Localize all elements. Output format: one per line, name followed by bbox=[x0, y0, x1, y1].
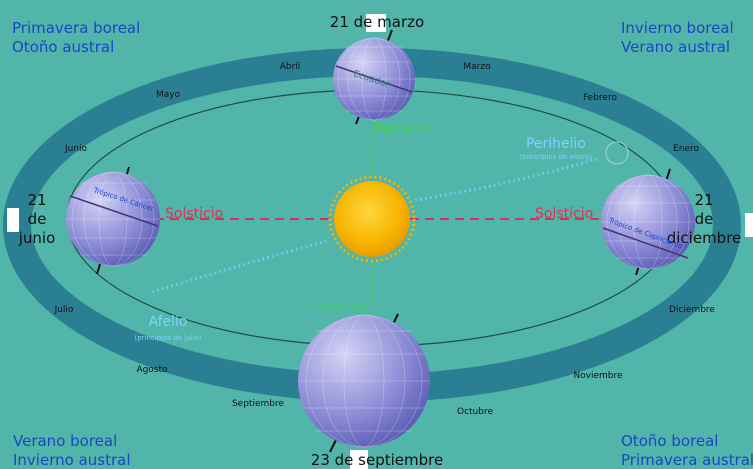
month-diciembre: Diciembre bbox=[669, 305, 715, 315]
september-marker bbox=[350, 450, 368, 469]
month-junio: Junio bbox=[64, 144, 88, 154]
aphelion-sub-label: (principios de julio) bbox=[134, 334, 201, 342]
month-julio: Julio bbox=[54, 305, 74, 315]
earth-march bbox=[333, 29, 415, 125]
month-noviembre: Noviembre bbox=[573, 371, 623, 381]
month-enero: Enero bbox=[673, 144, 699, 154]
solstice-label-left: Solsticio bbox=[165, 206, 223, 222]
month-septiembre: Septiembre bbox=[232, 399, 285, 409]
aphelion-label: Afelio bbox=[149, 314, 188, 330]
earth-june bbox=[66, 166, 160, 275]
sun bbox=[328, 175, 416, 263]
aphelion-arc bbox=[151, 238, 331, 294]
corner-bottom-right-2: Primavera austral bbox=[621, 451, 753, 469]
month-agosto: Agosto bbox=[136, 365, 168, 375]
equinox-label-bottom: Equinoccio bbox=[312, 302, 366, 313]
perihelion-sub-label: (principios de enero) bbox=[520, 153, 593, 161]
date-december-1: 21 bbox=[694, 191, 713, 209]
month-marzo: Marzo bbox=[463, 62, 491, 72]
solstice-label-right: Solsticio bbox=[535, 206, 593, 222]
june-marker bbox=[7, 208, 19, 232]
corner-top-left-2: Otoño austral bbox=[12, 38, 114, 56]
perihelion-marker bbox=[605, 141, 629, 165]
corner-bottom-left-1: Verano boreal bbox=[13, 432, 117, 450]
date-december-2: de bbox=[695, 210, 714, 228]
corner-bottom-right-1: Otoño boreal bbox=[621, 432, 718, 450]
date-june-1: 21 bbox=[27, 191, 46, 209]
perihelion-arc bbox=[414, 156, 601, 202]
month-abril: Abril bbox=[280, 62, 301, 72]
equinox-label-top: Equinoccio bbox=[375, 123, 429, 134]
perihelion-label: Perihelio bbox=[526, 136, 586, 152]
corner-top-left-1: Primavera boreal bbox=[12, 19, 140, 37]
corner-bottom-left-2: Invierno austral bbox=[13, 451, 130, 469]
date-june-3: junio bbox=[18, 229, 56, 247]
corner-top-right-2: Verano austral bbox=[621, 38, 730, 56]
month-mayo: Mayo bbox=[156, 90, 181, 100]
month-octubre: Octubre bbox=[457, 407, 493, 417]
month-febrero: Febrero bbox=[583, 93, 617, 103]
date-june-2: de bbox=[28, 210, 47, 228]
date-march: 21 de marzo bbox=[330, 13, 424, 31]
earth-december bbox=[601, 168, 695, 276]
march-marker bbox=[366, 14, 386, 32]
earth-september bbox=[298, 313, 430, 453]
december-marker bbox=[745, 213, 753, 237]
date-december-3: diciembre bbox=[667, 229, 742, 247]
date-september: 23 de septiembre bbox=[311, 451, 443, 469]
corner-top-right-1: Invierno boreal bbox=[621, 19, 734, 37]
